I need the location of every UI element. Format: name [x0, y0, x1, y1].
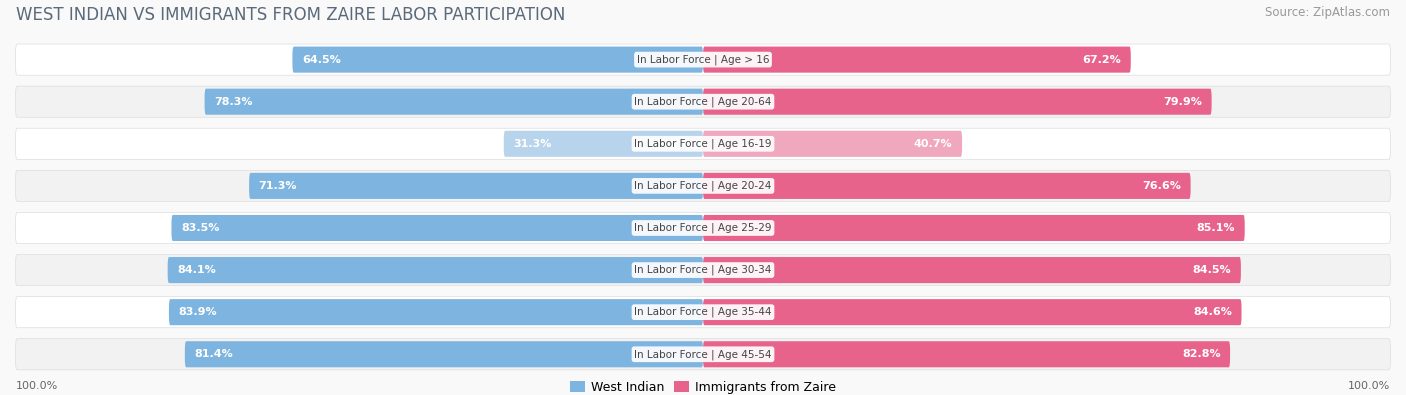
Text: 85.1%: 85.1%	[1197, 223, 1234, 233]
FancyBboxPatch shape	[292, 47, 703, 73]
FancyBboxPatch shape	[703, 47, 1130, 73]
FancyBboxPatch shape	[703, 341, 1230, 367]
Text: 84.1%: 84.1%	[177, 265, 217, 275]
FancyBboxPatch shape	[204, 88, 703, 115]
FancyBboxPatch shape	[167, 257, 703, 283]
Text: 79.9%: 79.9%	[1163, 97, 1202, 107]
FancyBboxPatch shape	[15, 44, 1391, 75]
Text: 64.5%: 64.5%	[302, 55, 340, 65]
Text: In Labor Force | Age 25-29: In Labor Force | Age 25-29	[634, 223, 772, 233]
Text: Source: ZipAtlas.com: Source: ZipAtlas.com	[1265, 6, 1391, 19]
FancyBboxPatch shape	[703, 173, 1191, 199]
Text: 83.9%: 83.9%	[179, 307, 217, 317]
FancyBboxPatch shape	[703, 215, 1244, 241]
Legend: West Indian, Immigrants from Zaire: West Indian, Immigrants from Zaire	[569, 381, 837, 394]
FancyBboxPatch shape	[703, 88, 1212, 115]
FancyBboxPatch shape	[703, 299, 1241, 325]
Text: 81.4%: 81.4%	[194, 349, 233, 359]
Text: 71.3%: 71.3%	[259, 181, 297, 191]
Text: 84.6%: 84.6%	[1194, 307, 1232, 317]
Text: 84.5%: 84.5%	[1192, 265, 1232, 275]
Text: In Labor Force | Age 20-24: In Labor Force | Age 20-24	[634, 181, 772, 191]
FancyBboxPatch shape	[15, 339, 1391, 370]
Text: In Labor Force | Age 16-19: In Labor Force | Age 16-19	[634, 139, 772, 149]
Text: 78.3%: 78.3%	[214, 97, 253, 107]
FancyBboxPatch shape	[15, 128, 1391, 159]
FancyBboxPatch shape	[15, 254, 1391, 286]
Text: In Labor Force | Age 30-34: In Labor Force | Age 30-34	[634, 265, 772, 275]
FancyBboxPatch shape	[703, 257, 1241, 283]
Text: 100.0%: 100.0%	[15, 381, 58, 391]
FancyBboxPatch shape	[15, 170, 1391, 201]
Text: 31.3%: 31.3%	[513, 139, 551, 149]
FancyBboxPatch shape	[184, 341, 703, 367]
Text: 67.2%: 67.2%	[1083, 55, 1121, 65]
Text: 40.7%: 40.7%	[914, 139, 952, 149]
Text: 82.8%: 82.8%	[1182, 349, 1220, 359]
Text: In Labor Force | Age > 16: In Labor Force | Age > 16	[637, 55, 769, 65]
Text: In Labor Force | Age 45-54: In Labor Force | Age 45-54	[634, 349, 772, 359]
FancyBboxPatch shape	[169, 299, 703, 325]
FancyBboxPatch shape	[703, 131, 962, 157]
Text: In Labor Force | Age 35-44: In Labor Force | Age 35-44	[634, 307, 772, 318]
Text: 83.5%: 83.5%	[181, 223, 219, 233]
FancyBboxPatch shape	[503, 131, 703, 157]
Text: 100.0%: 100.0%	[1348, 381, 1391, 391]
FancyBboxPatch shape	[15, 86, 1391, 117]
Text: In Labor Force | Age 20-64: In Labor Force | Age 20-64	[634, 96, 772, 107]
Text: 76.6%: 76.6%	[1142, 181, 1181, 191]
Text: WEST INDIAN VS IMMIGRANTS FROM ZAIRE LABOR PARTICIPATION: WEST INDIAN VS IMMIGRANTS FROM ZAIRE LAB…	[15, 6, 565, 24]
FancyBboxPatch shape	[249, 173, 703, 199]
FancyBboxPatch shape	[15, 213, 1391, 244]
FancyBboxPatch shape	[15, 297, 1391, 328]
FancyBboxPatch shape	[172, 215, 703, 241]
